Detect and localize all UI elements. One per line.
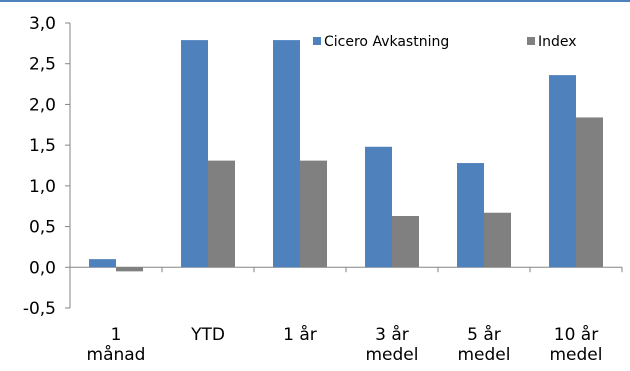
y-axis: 3,0 2,5 2,0 1,5 1,0 0,5 0,0 -0,5 [23, 14, 71, 319]
bar-cicero [549, 75, 576, 268]
bar-index [300, 160, 327, 268]
legend-label: Index [538, 34, 577, 50]
legend-swatch [527, 37, 535, 45]
x-category-label: 5 år medel [458, 324, 511, 365]
y-tick-label: 3,0 [29, 14, 56, 34]
bar-index [484, 212, 511, 268]
bar-cicero [457, 163, 484, 268]
y-tick-label: 1,5 [29, 136, 56, 156]
y-tick-label: 0,0 [29, 258, 56, 278]
x-category-label: 1 år [283, 324, 317, 345]
bar-cicero [181, 40, 208, 268]
bars [89, 40, 603, 272]
y-tick-label: -0,5 [23, 299, 56, 319]
legend-swatch [313, 37, 321, 45]
y-tick-label: 1,0 [29, 177, 56, 197]
x-category-label: 10 år medel [550, 324, 603, 365]
bar-cicero [273, 40, 300, 268]
x-axis: 1 månad YTD 1 år 3 år medel 5 år medel 10 år mede… [69, 266, 623, 365]
bar-cicero [89, 259, 116, 268]
y-tick-label: 2,0 [29, 95, 56, 115]
bar-index [208, 160, 235, 268]
bar-index [116, 267, 143, 272]
y-tick-label: 0,5 [29, 218, 56, 238]
x-category-label: 1 månad [87, 325, 146, 365]
bar-cicero [365, 146, 392, 268]
bar-index [576, 117, 603, 268]
x-category-label: 3 år medel [366, 324, 419, 365]
bar-index [392, 215, 419, 268]
x-category-label: YTD [190, 325, 225, 345]
legend-label: Cicero Avkastning [324, 34, 449, 50]
legend: Cicero Avkastning Index [313, 34, 577, 50]
y-tick-label: 2,5 [29, 55, 56, 75]
